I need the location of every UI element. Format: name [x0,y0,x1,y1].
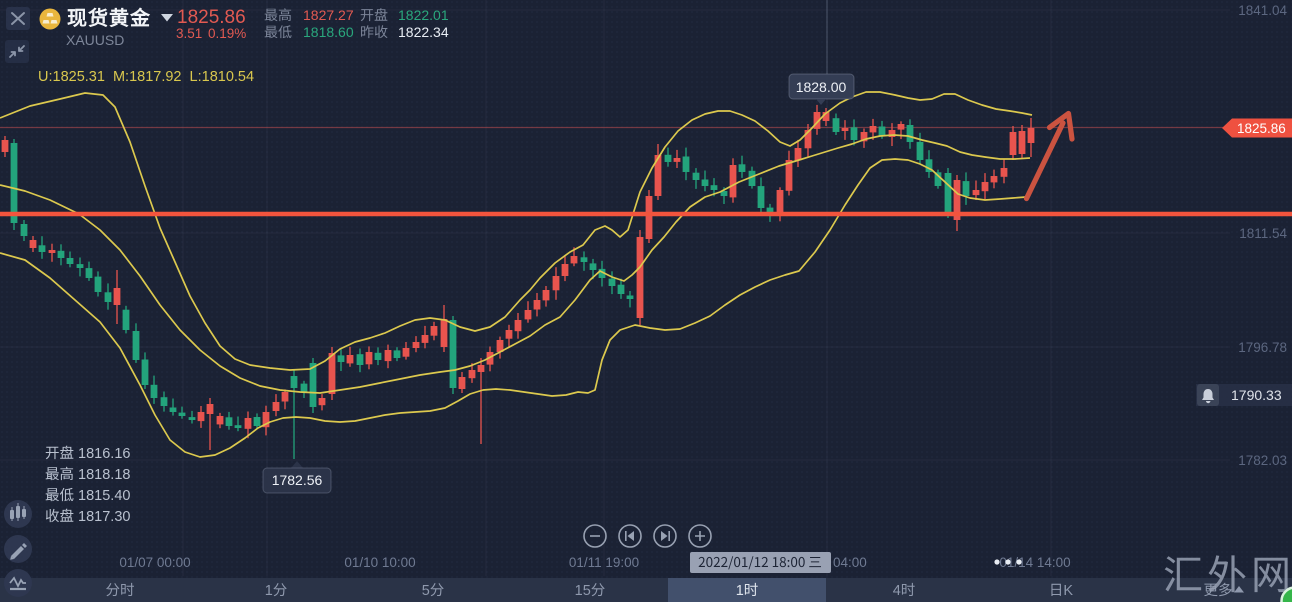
svg-text:1825.86: 1825.86 [1237,121,1286,136]
svg-text:最高 1818.18: 最高 1818.18 [45,466,130,483]
svg-text:01/14 14:00: 01/14 14:00 [999,555,1070,570]
svg-text:01/10 10:00: 01/10 10:00 [344,555,415,570]
svg-text:最低 1815.40: 最低 1815.40 [45,487,130,504]
svg-text:1782.56: 1782.56 [272,472,323,488]
svg-text:1818.60: 1818.60 [303,24,354,40]
svg-text:1时: 1时 [736,582,759,599]
svg-text:01/11 19:00: 01/11 19:00 [569,555,639,570]
svg-text:日K: 日K [1049,583,1073,599]
svg-text:1811.54: 1811.54 [1239,226,1287,241]
svg-text:汇外网: 汇外网 [1163,543,1292,601]
svg-text:最高: 最高 [264,5,292,25]
svg-text:1825.86: 1825.86 [177,7,246,28]
svg-text:1分: 1分 [265,583,288,599]
svg-text:1822.01: 1822.01 [398,7,449,23]
svg-text:收盘 1817.30: 收盘 1817.30 [45,508,130,525]
svg-text:1790.33: 1790.33 [1231,387,1282,403]
svg-text:现货黄金: 现货黄金 [67,2,151,31]
svg-text:3.51: 3.51 [176,26,202,41]
svg-text:5分: 5分 [422,583,445,599]
svg-text:04:00: 04:00 [833,555,867,570]
svg-text:XAUUSD: XAUUSD [66,32,124,48]
svg-text:01/07 00:00: 01/07 00:00 [119,555,190,570]
svg-text:1828.00: 1828.00 [796,79,847,95]
svg-text:1841.04: 1841.04 [1238,3,1287,18]
svg-text:昨收: 昨收 [360,22,388,42]
svg-text:开盘: 开盘 [360,5,388,25]
svg-text:15分: 15分 [575,583,606,599]
svg-text:4时: 4时 [893,582,916,599]
svg-text:最低: 最低 [264,22,292,42]
svg-text:1796.78: 1796.78 [1238,340,1287,355]
svg-text:1782.03: 1782.03 [1238,453,1287,468]
svg-text:分时: 分时 [106,582,135,599]
svg-text:1822.34: 1822.34 [398,24,449,40]
svg-text:2022/01/12 18:00 三: 2022/01/12 18:00 三 [698,551,822,571]
svg-text:U:1825.31 M:1817.92 L:1810.5: U:1825.31 M:1817.92 L:1810.54 [38,69,254,85]
svg-text:0.19%: 0.19% [208,26,246,41]
svg-text:1827.27: 1827.27 [303,7,354,23]
svg-text:开盘 1816.16: 开盘 1816.16 [45,445,130,462]
svg-text:更多: 更多 [1204,582,1233,599]
